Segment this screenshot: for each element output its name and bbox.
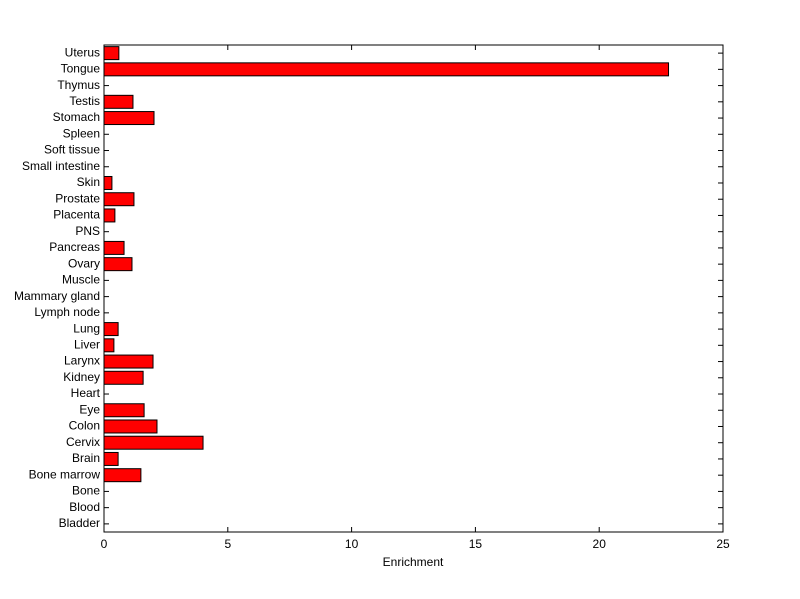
y-tick-label: Bladder bbox=[59, 516, 100, 530]
y-tick-label: Uterus bbox=[65, 45, 100, 59]
bar bbox=[103, 240, 125, 255]
y-tick-label: Blood bbox=[69, 500, 100, 514]
y-tick-label: Muscle bbox=[62, 273, 100, 287]
y-tick-label: Testis bbox=[69, 94, 100, 108]
y-tick-label: Bone bbox=[72, 484, 100, 498]
bar bbox=[103, 111, 155, 126]
bar bbox=[103, 370, 144, 385]
y-tick-label: Tongue bbox=[61, 62, 101, 76]
bar bbox=[103, 192, 135, 207]
y-tick-label: Cervix bbox=[66, 435, 100, 449]
x-tick-label: 25 bbox=[716, 537, 730, 551]
bar bbox=[103, 94, 134, 109]
bar bbox=[103, 419, 158, 434]
y-tick-label: Stomach bbox=[53, 110, 100, 124]
x-tick-label: 10 bbox=[345, 537, 359, 551]
bar bbox=[103, 435, 204, 450]
bar bbox=[103, 354, 154, 369]
bar bbox=[103, 208, 116, 223]
x-tick-label: 20 bbox=[593, 537, 607, 551]
bar bbox=[103, 451, 119, 466]
y-tick-label: Liver bbox=[74, 337, 100, 351]
y-tick-label: Thymus bbox=[57, 78, 100, 92]
y-tick-label: Prostate bbox=[55, 191, 100, 205]
y-tick-label: Placenta bbox=[53, 208, 100, 222]
plot-frame bbox=[103, 44, 724, 533]
y-tick-label: Mammary gland bbox=[14, 289, 100, 303]
y-tick-label: Ovary bbox=[68, 256, 100, 270]
x-axis-label: Enrichment bbox=[383, 555, 444, 569]
bar bbox=[103, 338, 115, 353]
bar bbox=[103, 322, 119, 337]
bar bbox=[103, 257, 133, 272]
x-tick-label: 5 bbox=[224, 537, 231, 551]
y-tick-label: Soft tissue bbox=[44, 143, 100, 157]
bar bbox=[103, 175, 113, 190]
bar bbox=[103, 46, 120, 61]
y-tick-label: PNS bbox=[75, 224, 100, 238]
y-tick-label: Skin bbox=[77, 175, 100, 189]
bar bbox=[103, 62, 670, 77]
y-tick-label: Pancreas bbox=[49, 240, 100, 254]
y-tick-label: Eye bbox=[79, 402, 100, 416]
x-tick-label: 15 bbox=[469, 537, 483, 551]
y-tick-label: Lymph node bbox=[34, 305, 100, 319]
bar bbox=[103, 403, 145, 418]
y-tick-label: Colon bbox=[69, 419, 100, 433]
y-tick-label: Larynx bbox=[64, 354, 100, 368]
y-tick-label: Spleen bbox=[63, 126, 100, 140]
y-tick-label: Brain bbox=[72, 451, 100, 465]
y-tick-label: Small intestine bbox=[22, 159, 100, 173]
x-tick-label: 0 bbox=[101, 537, 108, 551]
y-tick-label: Heart bbox=[71, 386, 101, 400]
bar bbox=[103, 468, 142, 483]
y-tick-label: Kidney bbox=[63, 370, 100, 384]
y-tick-label: Lung bbox=[73, 321, 100, 335]
y-tick-label: Bone marrow bbox=[29, 467, 101, 481]
